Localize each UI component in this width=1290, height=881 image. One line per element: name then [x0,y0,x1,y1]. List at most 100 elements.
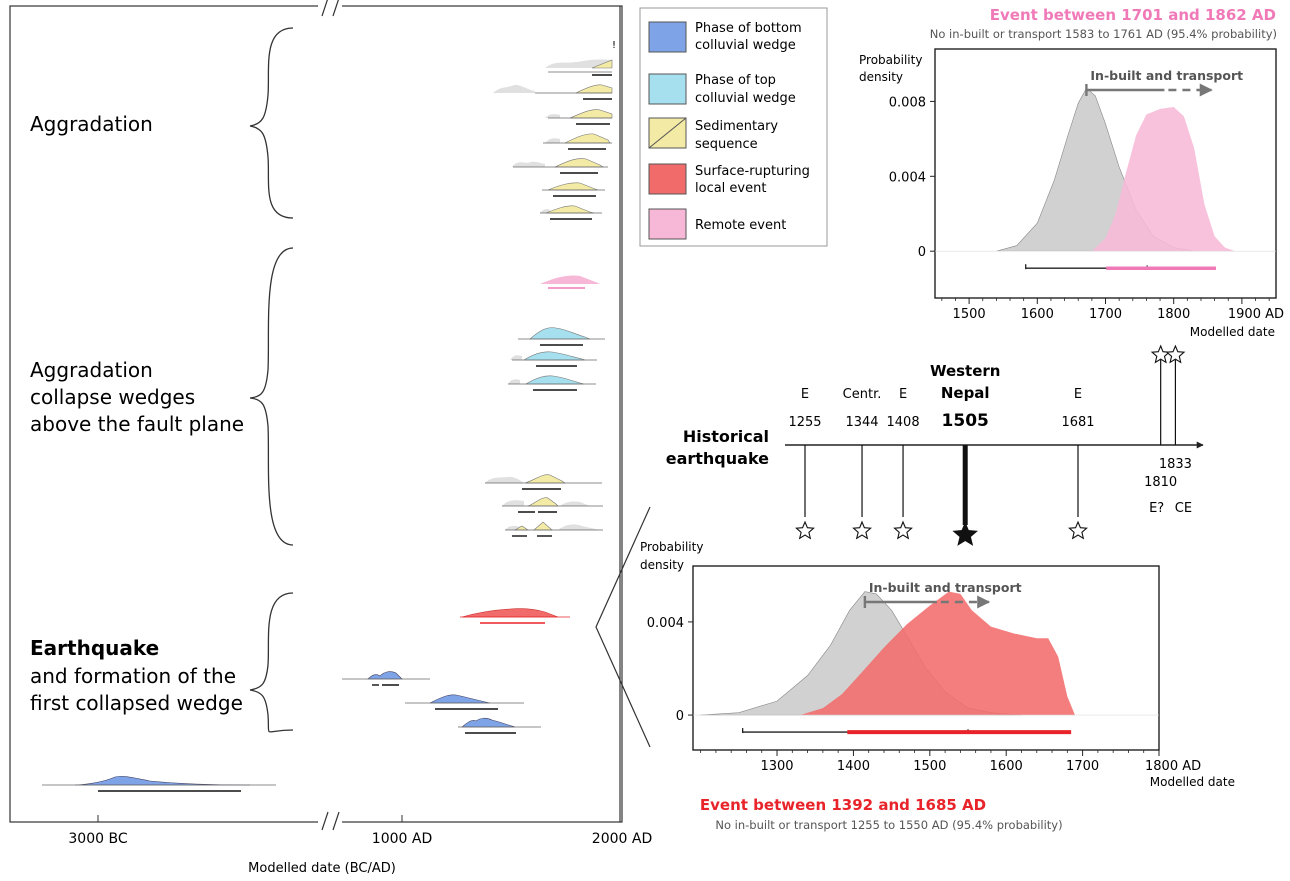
collapse-distributions [485,275,605,537]
timeline-tag-1344: Centr. [843,387,882,402]
dist-sed-grey-2b [560,501,590,506]
bottom-arrow-label: In-built and transport [869,580,1022,595]
timeline-tag-1255: E [801,387,809,402]
dist-agg-6 [547,182,599,191]
top-x-tick-label: 1900 AD [1228,307,1284,322]
timeline-star-icon-1505 [952,521,978,546]
dist-bottom-wedge-1 [367,671,403,680]
top-x-tick-label: 1600 [1021,307,1054,322]
earthquake-distributions [42,608,570,792]
dist-bottom-wedge-4 [74,775,251,786]
historical-timeline: Historical earthquake 1255 E 1344 Centr. 140… [666,344,1204,546]
dist-bottom-wedge-3 [461,717,516,728]
inset-bottom-xlabel: Modelled date [1150,775,1235,789]
dist-top-wedge-3 [524,375,585,385]
dist-agg-grey-2 [493,84,535,93]
timeline-star-icon-1255 [795,520,815,540]
timeline-tag-1833: CE [1175,501,1192,516]
timeline-star-icon-1408 [893,520,913,540]
timeline-year-1344: 1344 [845,415,878,430]
timeline-title-1: Historical [683,427,769,446]
legend-label-bottom-wedge-2: colluvial wedge [695,38,796,53]
bottom-y-tick-label: 0 [676,709,684,724]
brace-aggradation [249,27,294,219]
inset-top-xlabel: Modelled date [1190,325,1275,339]
legend-item-local-event: Surface-rupturing local event [648,163,810,196]
timeline-star-icon-1344 [852,520,872,540]
timeline-star-icon-1833 [1165,344,1186,364]
axis-break-bottom [321,811,340,831]
bottom-y-tick-label: 0.004 [647,616,684,631]
main-tick-label-1000ad: 1000 AD [372,831,432,847]
inset-top-plot: In-built and transport 1500 1600 1700 1800 19… [889,48,1284,322]
legend-label-sedimentary-1: Sedimentary [695,119,778,134]
timeline-tag-1505-1: Nepal [941,384,990,402]
timeline-year-1408: 1408 [887,415,920,430]
axis-break-bottom-mask [318,814,342,828]
legend-swatch-top-wedge [648,73,687,105]
group-label-collapse-line2: collapse wedges [30,385,195,409]
bottom-x-tick-label: 1400 [837,759,870,774]
legend-item-bottom-wedge: Phase of bottom colluvial wedge [648,21,802,53]
aggradation-distributions: ! [493,40,616,220]
dist-local-event [461,608,559,618]
inset-bottom-ylabel-1: Probability [640,540,703,554]
dist-agg-7 [545,205,595,214]
dist-top-wedge-grey-3 [508,379,520,384]
timeline-tag-1681: E [1074,387,1082,402]
top-y-tick-label: 0.008 [889,95,926,110]
legend-label-top-wedge-1: Phase of top [695,73,776,88]
brace-collapse [249,247,294,546]
legend-swatch-sedimentary-diagonal [648,117,687,149]
top-x-tick-label: 1800 [1157,307,1190,322]
legend-swatch-local-event [648,163,687,195]
dist-remote [540,275,600,284]
top-x-tick-label: 1500 [953,307,986,322]
main-tick-label-2000ad: 2000 AD [592,831,652,847]
inset-local-event: Event between 1392 and 1685 AD No in-bui… [640,540,1235,832]
legend-label-remote-event: Remote event [695,218,786,233]
legend-item-sedimentary: Sedimentary sequence [648,117,778,152]
timeline-tag-1505-0: Western [930,362,1001,380]
timeline-year-1810: 1810 [1144,475,1177,490]
legend-label-local-event-2: local event [695,181,766,196]
legend-item-remote-event: Remote event [648,208,786,240]
bottom-x-tick-label: 1700 [1066,759,1099,774]
top-x-tick-label: 1700 [1089,307,1122,322]
legend-swatch-bottom-wedge [648,21,687,53]
timeline-star-icon-1681 [1068,520,1088,540]
bottom-x-tick-label: 1300 [760,759,793,774]
dist-sed-grey-3b [558,524,600,530]
timeline-events: 1255 E 1344 Centr. 1408 E 1505 Western Nepal 1681… [788,344,1192,546]
dist-sed-1 [524,474,566,484]
inset-bottom-ylabel-2: density [640,558,684,572]
bottom-series-event [799,591,1075,716]
dist-top-wedge-2 [522,351,586,361]
zoom-connector [595,506,651,748]
axis-break-top-mask [318,0,342,16]
top-y-tick-label: 0 [918,245,926,260]
dist-agg-grey-4 [545,138,560,143]
bottom-x-tick-label: 1500 [913,759,946,774]
timeline-year-1833: 1833 [1159,457,1192,472]
dist-sed-grey-2 [502,500,524,506]
inset-bottom-plot: In-built and transport 1300 1400 1500 1600 17… [647,565,1201,774]
dist-sed-2 [527,497,559,507]
timeline-year-1681: 1681 [1061,415,1094,430]
main-frame [9,5,623,823]
top-arrow-label: In-built and transport [1090,68,1243,83]
main-x-axis-label: Modelled date (BC/AD) [248,861,396,876]
timeline-tag-1408: E [899,387,907,402]
main-tick-label-3000bc: 3000 BC [68,831,127,847]
dist-agg-grey-1 [545,59,612,68]
legend-label-sedimentary-2: sequence [695,137,758,152]
group-label-earthquake: Earthquake [30,636,159,660]
inset-top-ylabel-2: density [859,70,903,84]
dist-agg-1 [591,59,613,69]
inset-top-ylabel-1: Probability [859,53,922,67]
top-series-event [1091,107,1236,252]
inset-bottom-title: Event between 1392 and 1685 AD [700,796,986,814]
dist-agg-4 [564,133,611,144]
